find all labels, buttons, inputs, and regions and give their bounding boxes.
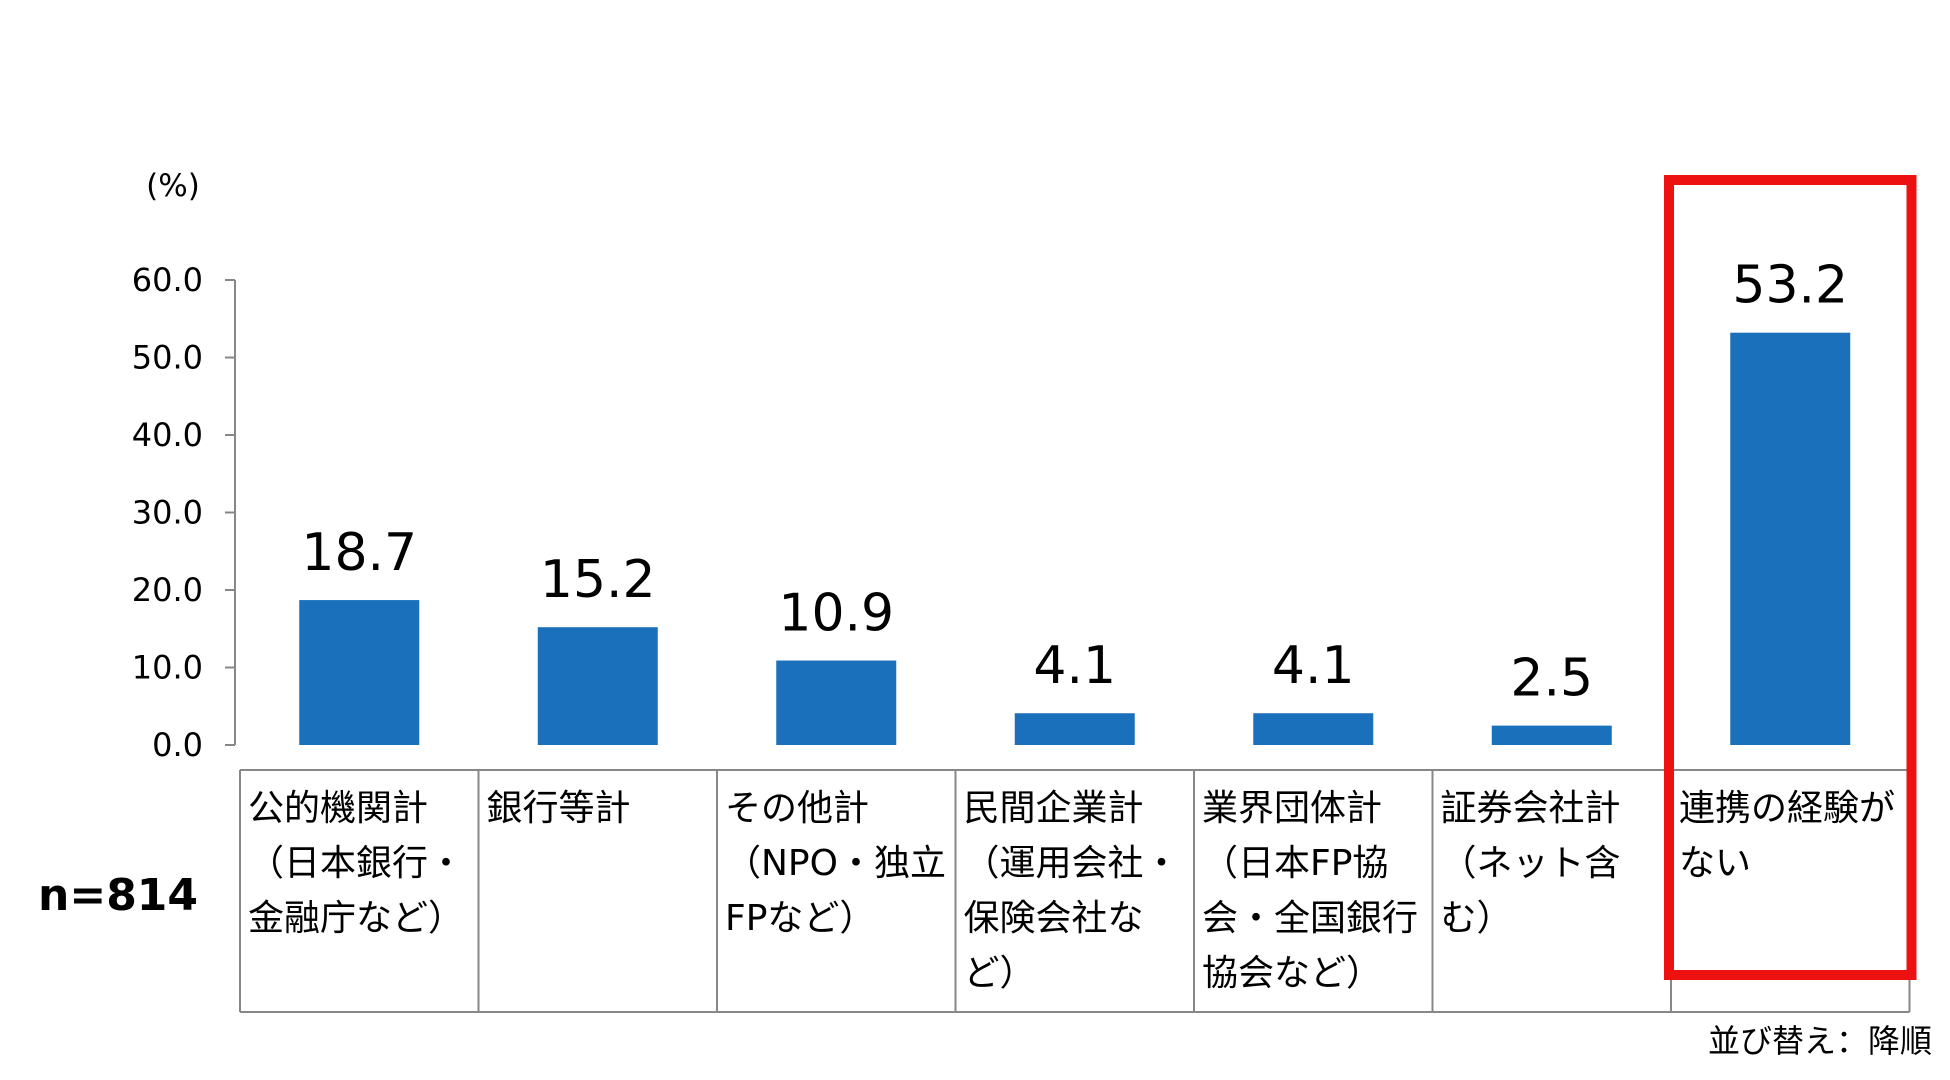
highlight-box	[1664, 175, 1917, 980]
y-tick-label: 40.0	[132, 416, 203, 454]
category-label: その他計（NPO・独立 FPなど）	[725, 788, 946, 939]
data-label: 18.7	[301, 523, 417, 583]
category-label: 証券会社計（ネット含む）	[1441, 788, 1621, 939]
data-label: 4.1	[1272, 636, 1355, 696]
data-label: 10.9	[778, 584, 894, 644]
y-tick-label: 20.0	[132, 571, 203, 609]
sample-size-label: n=814	[38, 870, 198, 921]
bar	[1491, 725, 1612, 745]
data-label: 53.2	[1732, 256, 1848, 316]
bar	[776, 660, 897, 745]
category-label: 民間企業計（運用会社・保険会社など）	[964, 788, 1180, 994]
y-tick-label: 10.0	[132, 649, 203, 687]
category-label: 公的機関計（日本銀行・金融庁など）	[248, 788, 464, 939]
category-label: 連携の経験がない	[1679, 788, 1895, 884]
sort-order-note: 並び替え：降順	[1708, 1022, 1932, 1060]
data-label: 4.1	[1033, 636, 1116, 696]
data-label: 2.5	[1510, 649, 1593, 709]
y-unit-label: (%)	[146, 168, 200, 204]
category-label: 銀行等計	[487, 788, 631, 829]
bar	[1014, 713, 1135, 745]
highlight-rectangle	[1664, 175, 1917, 980]
bar	[537, 627, 658, 745]
y-tick-label: 50.0	[132, 339, 203, 377]
data-label: 15.2	[540, 550, 656, 610]
y-tick-label: 60.0	[132, 261, 203, 299]
bar	[1253, 713, 1374, 745]
category-table: 公的機関計（日本銀行・金融庁など） 銀行等計 その他計（NPO・独立 FPなど）民間企…	[239, 769, 1911, 1013]
y-tick-label: 30.0	[132, 494, 203, 532]
bar	[299, 600, 420, 745]
y-tick-label: 0.0	[152, 726, 203, 764]
category-label: 業界団体計（日本FP協会・全国銀行協会など）	[1202, 788, 1418, 994]
value-labels: 18.7 15.2 10.9 4.1 4.1 2.5 53.2	[301, 256, 1848, 709]
bars	[299, 332, 1851, 745]
y-axis: 0.0 10.0 20.0 30.0 40.0 50.0 60.0	[132, 261, 236, 764]
bar	[1730, 332, 1851, 745]
